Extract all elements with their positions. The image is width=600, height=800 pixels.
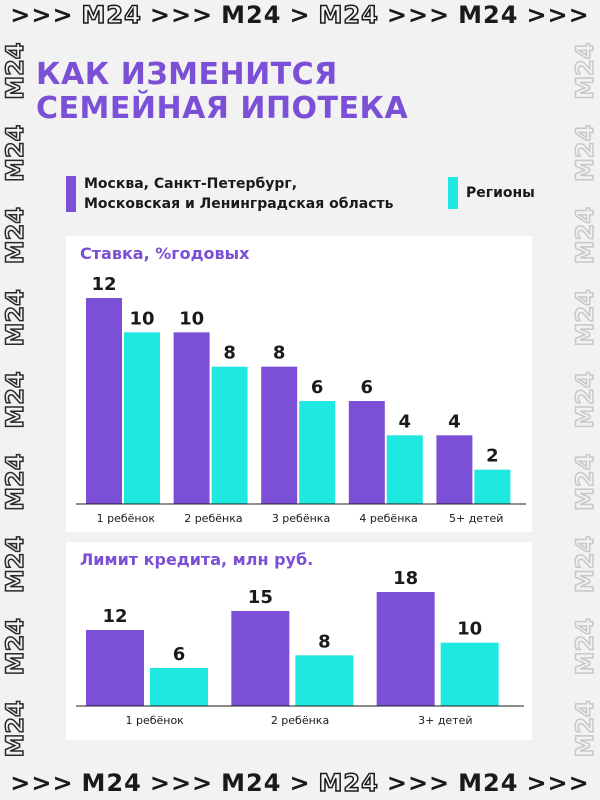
category-label-3: 4 ребёнка: [359, 512, 417, 525]
legend-item-moscow: Москва, Санкт-Петербург, Московская и Ле…: [66, 174, 393, 214]
m24-logo-text: M24: [81, 0, 142, 30]
data-label-moscow-2: 18: [393, 568, 418, 589]
chevron-arrows-icon: >: [289, 1, 311, 29]
category-label-4: 5+ детей: [449, 512, 503, 525]
m24-logo-text: M24: [570, 206, 600, 265]
m24-logo-text: M24: [221, 769, 282, 797]
m24-logo-text: M24: [0, 288, 30, 347]
data-label-regions-3: 4: [399, 411, 412, 432]
title-line-2: СЕМЕЙНАЯ ИПОТЕКА: [36, 91, 409, 126]
chevron-arrows-icon: >>>: [386, 769, 451, 797]
limit-chart: 12 6 1 ребёнок 15 8 2 ребёнка 18 10 3+ детей: [76, 568, 524, 727]
m24-logo-text: M24: [570, 617, 600, 676]
m24-logo-text: M24: [570, 700, 600, 759]
data-label-regions-4: 2: [486, 446, 499, 467]
rate-chart-title: Ставка, %годовых: [80, 244, 250, 263]
m24-logo-text: M24: [221, 1, 282, 29]
m24-logo-text: M24: [0, 42, 30, 101]
category-label-1: 2 ребёнка: [184, 512, 242, 525]
m24-logo-text: M24: [318, 0, 379, 30]
m24-logo-text: M24: [570, 535, 600, 594]
m24-logo-text: M24: [570, 288, 600, 347]
bar-regions-3: [386, 435, 423, 504]
m24-logo-text: M24: [0, 453, 30, 512]
bar-moscow-3: [348, 401, 385, 504]
bar-regions-1: [211, 366, 248, 504]
data-label-moscow-3: 6: [361, 377, 374, 398]
m24-logo-text: M24: [570, 124, 600, 183]
m24-logo-text: M24: [318, 768, 379, 798]
m24-logo-text: M24: [81, 769, 142, 797]
top-brand-strip: >>> M24 >>> M24 > M24 >>> M24 >>>: [0, 0, 600, 30]
bar-regions-0: [124, 332, 160, 504]
legend-moscow-line-1: Москва, Санкт-Петербург,: [84, 176, 298, 192]
legend-regions-label: Регионы: [466, 185, 535, 201]
chevron-arrows-icon: >: [289, 769, 311, 797]
m24-logo-text: M24: [570, 42, 600, 101]
right-brand-strip: M24 M24 M24 M24 M24 M24 M24 M24 M24: [570, 30, 600, 770]
data-label-regions-1: 8: [318, 631, 331, 652]
bar-moscow-1: [173, 332, 210, 504]
category-label-0: 1 ребёнок: [125, 714, 184, 727]
category-label-2: 3+ детей: [418, 714, 472, 727]
data-label-moscow-1: 10: [179, 308, 204, 329]
bottom-brand-strip: >>> M24 >>> M24 > M24 >>> M24 >>>: [0, 768, 600, 798]
bar-moscow-0: [86, 298, 122, 504]
data-label-moscow-0: 12: [91, 274, 116, 295]
data-label-regions-0: 10: [129, 308, 154, 329]
m24-logo-text: M24: [570, 453, 600, 512]
limit-chart-card: Лимит кредита, млн руб. 12 6 1 ребёнок 15 8 2…: [66, 542, 532, 740]
title-line-1: КАК ИЗМЕНИТСЯ: [36, 57, 338, 92]
chevron-arrows-icon: >>>: [10, 769, 74, 797]
m24-logo-text: M24: [570, 371, 600, 430]
page-title: КАК ИЗМЕНИТСЯ СЕМЕЙНАЯ ИПОТЕКА: [36, 58, 408, 126]
m24-logo-text: M24: [458, 769, 519, 797]
chevron-arrows-icon: >>>: [526, 1, 590, 29]
data-label-regions-2: 6: [311, 377, 324, 398]
m24-logo-text: M24: [0, 371, 30, 430]
left-brand-strip: M24 M24 M24 M24 M24 M24 M24 M24 M24: [0, 30, 30, 770]
bar-regions-2: [299, 401, 336, 504]
bar-moscow-2: [261, 366, 298, 504]
data-label-regions-1: 8: [223, 343, 236, 364]
legend-moscow-line-2: Московская и Ленинградская область: [84, 196, 394, 212]
bar-regions-1: [295, 655, 354, 706]
bar-moscow-1: [231, 611, 290, 706]
rate-chart-card: Ставка, %годовых 12 10 1 ребёнок 10 8 2 ребён…: [66, 236, 532, 532]
bar-moscow-4: [436, 435, 473, 504]
data-label-moscow-1: 15: [248, 587, 273, 608]
rate-chart: 12 10 1 ребёнок 10 8 2 ребёнка 8 6 3 ребёнка 6 4 4 …: [76, 274, 526, 525]
chevron-arrows-icon: >>>: [386, 1, 451, 29]
m24-logo-text: M24: [0, 700, 30, 759]
bar-moscow-0: [86, 630, 144, 706]
bar-regions-2: [440, 642, 499, 706]
category-label-1: 2 ребёнка: [271, 714, 329, 727]
bar-regions-0: [150, 668, 208, 706]
category-label-0: 1 ребёнок: [97, 512, 156, 525]
m24-logo-text: M24: [458, 1, 519, 29]
data-label-moscow-4: 4: [448, 411, 461, 432]
data-label-moscow-2: 8: [273, 343, 286, 364]
m24-logo-text: M24: [0, 617, 30, 676]
legend-swatch-regions: [448, 177, 458, 209]
legend-item-regions: Регионы: [448, 177, 535, 209]
data-label-moscow-0: 12: [102, 606, 127, 627]
chevron-arrows-icon: >>>: [149, 769, 214, 797]
data-label-regions-2: 10: [457, 619, 482, 640]
m24-logo-text: M24: [0, 124, 30, 183]
chevron-arrows-icon: >>>: [149, 1, 214, 29]
m24-logo-text: M24: [0, 206, 30, 265]
m24-logo-text: M24: [0, 535, 30, 594]
chevron-arrows-icon: >>>: [10, 1, 74, 29]
bar-moscow-2: [376, 592, 435, 706]
category-label-2: 3 ребёнка: [272, 512, 330, 525]
legend-swatch-moscow: [66, 176, 76, 212]
bar-regions-4: [474, 469, 511, 504]
data-label-regions-0: 6: [173, 644, 186, 665]
chevron-arrows-icon: >>>: [526, 769, 590, 797]
limit-chart-title: Лимит кредита, млн руб.: [80, 550, 314, 569]
